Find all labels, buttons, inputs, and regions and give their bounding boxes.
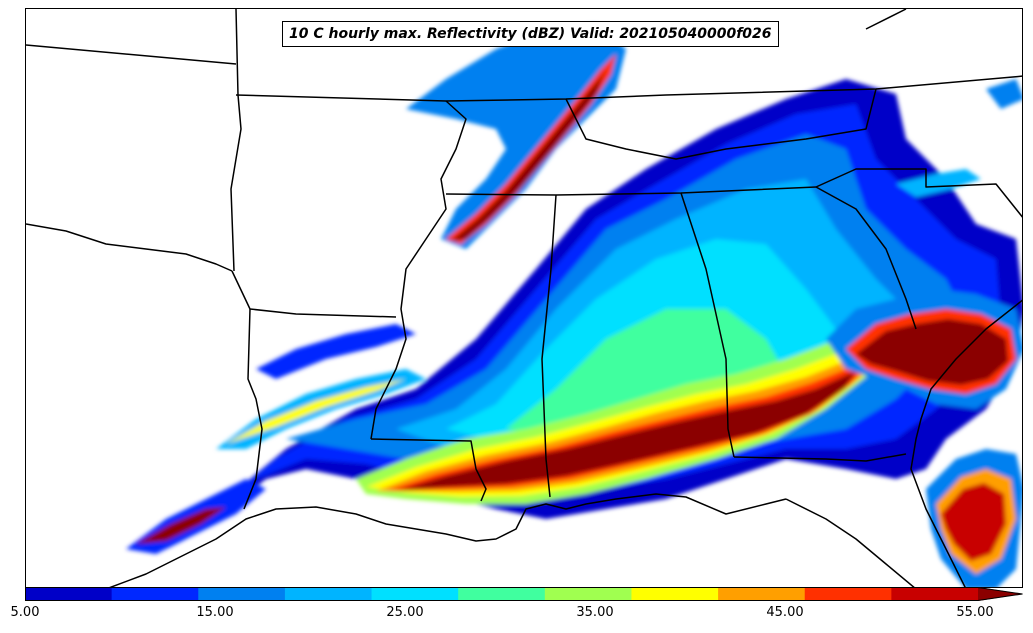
reflectivity-band-45	[376, 349, 881, 492]
colorbar-tick-label: 35.00	[576, 605, 614, 620]
reflectivity-map	[26, 9, 1022, 587]
reflectivity-cluster-northeast	[986, 79, 1022, 109]
colorbar-segment	[891, 587, 979, 601]
border-tennessee-south	[445, 186, 817, 196]
colorbar-segment	[458, 587, 546, 601]
reflectivity-band-55	[396, 371, 856, 491]
border-missouri-arkansas	[235, 75, 1022, 102]
reflectivity-band-50	[386, 359, 871, 491]
border-oklahoma-texas	[26, 223, 233, 272]
border-louisiana-mississippi	[370, 438, 487, 502]
colorbar-segment	[284, 587, 373, 601]
border-texas-louisiana	[243, 308, 263, 510]
colorbar-segment	[718, 587, 806, 601]
reflectivity-line-north	[406, 24, 626, 249]
border-kansas-oklahoma	[26, 44, 237, 65]
border-arkansas-louisiana	[231, 270, 397, 318]
border-virginia	[865, 9, 907, 30]
border-georgia-florida	[733, 453, 907, 462]
colorbar-tick-label: 15.00	[196, 605, 234, 620]
state-boundaries	[26, 9, 1022, 587]
colorbar-tick-label: 55.00	[956, 605, 994, 620]
colorbar-segment	[631, 587, 719, 601]
colorbar-outline	[25, 587, 1023, 601]
colorbar-segment	[111, 587, 199, 601]
colorbar-segment	[198, 587, 286, 601]
colorbar-segment	[25, 587, 113, 601]
colorbar-segment	[544, 587, 632, 601]
colorbar-tick-label: 45.00	[766, 605, 804, 620]
colorbar-segment	[371, 587, 459, 601]
mississippi-river	[370, 100, 467, 440]
coastline-florida	[785, 498, 915, 587]
border-mississippi-alabama	[541, 194, 557, 498]
map-title: 10 C hourly max. Reflectivity (dBZ) Vali…	[282, 21, 779, 47]
map-panel: 10 C hourly max. Reflectivity (dBZ) Vali…	[25, 8, 1023, 588]
coastline-atlantic	[910, 299, 1022, 587]
border-georgia-carolina	[815, 186, 917, 330]
border-kentucky	[565, 88, 877, 160]
border-alabama-georgia	[680, 192, 735, 458]
reflectivity-field	[126, 24, 1022, 587]
colorbar-tick-label: 25.00	[386, 605, 424, 620]
colorbar	[25, 587, 1023, 601]
colorbar-segment	[804, 587, 892, 601]
border-north-carolina	[815, 168, 1022, 218]
colorbar-extend-arrow	[978, 587, 1023, 601]
colorbar-tick-label: 5.00	[10, 605, 40, 620]
border-kansas-missouri	[230, 9, 242, 272]
coastline-gulf	[109, 493, 787, 587]
